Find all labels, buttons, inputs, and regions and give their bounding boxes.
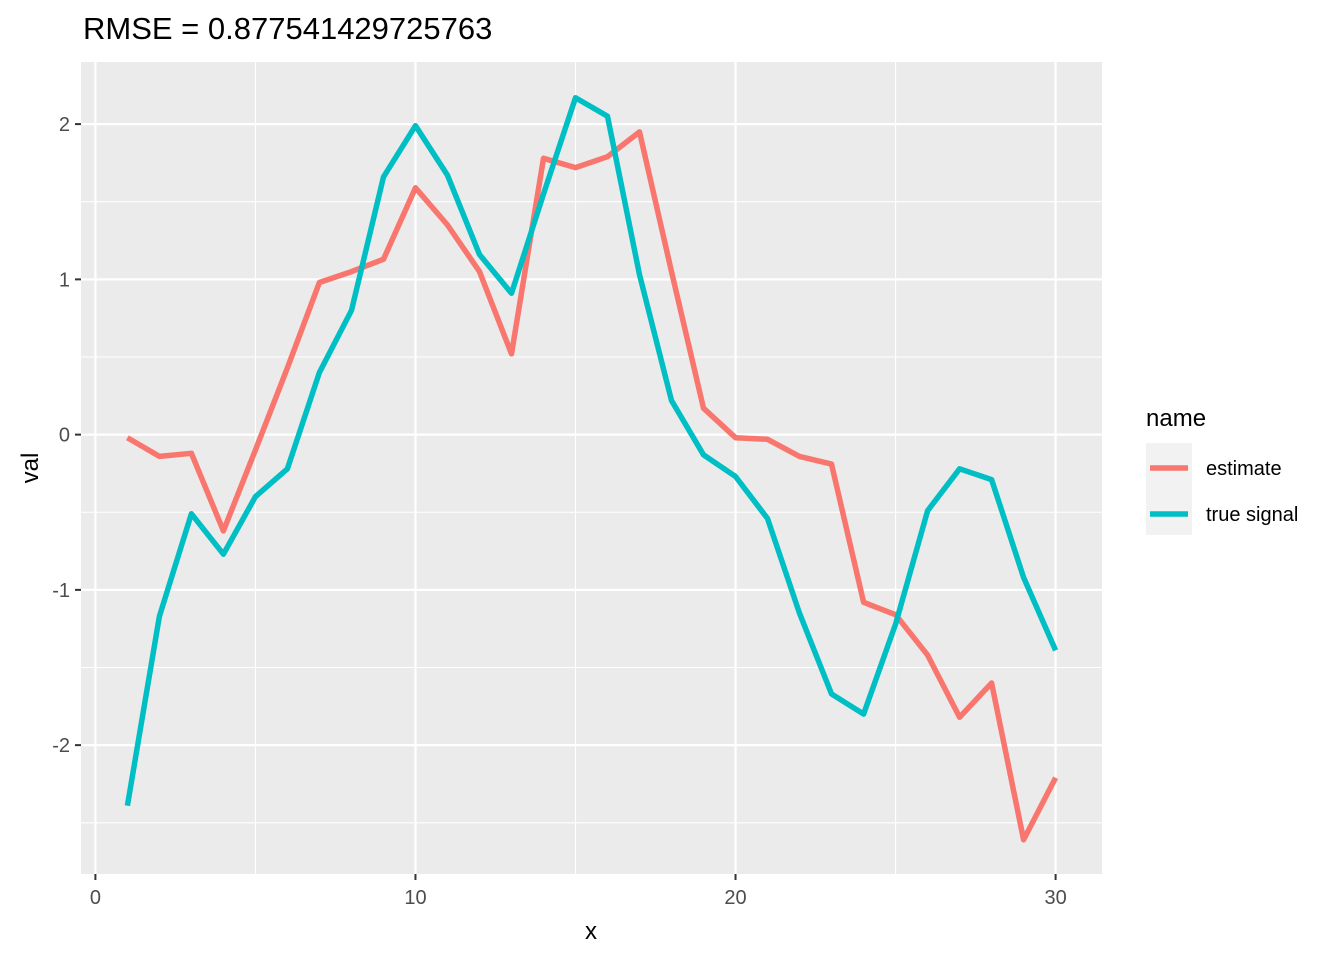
y-tick-label: 2 bbox=[59, 114, 70, 136]
major-gridlines bbox=[81, 62, 1102, 874]
series-lines bbox=[124, 94, 1059, 843]
x-tick-label: 30 bbox=[1044, 887, 1066, 909]
y-tick-label: -2 bbox=[52, 735, 70, 757]
y-tick-label: 1 bbox=[59, 269, 70, 291]
legend-items: estimate true signal bbox=[1150, 458, 1298, 526]
chart-title: RMSE = 0.877541429725763 bbox=[83, 11, 492, 46]
legend-title: name bbox=[1146, 405, 1206, 432]
minor-gridlines bbox=[81, 62, 1102, 874]
y-tick-label: 0 bbox=[59, 425, 70, 447]
plot-panel bbox=[81, 62, 1102, 874]
legend-label-estimate: estimate bbox=[1206, 458, 1282, 480]
x-tick-label: 10 bbox=[404, 887, 426, 909]
y-axis-title: val bbox=[17, 453, 44, 484]
x-axis-title: x bbox=[585, 918, 597, 945]
x-tick-label: 20 bbox=[724, 887, 746, 909]
series-line-estimate bbox=[126, 129, 1059, 843]
y-tick-label: -1 bbox=[52, 580, 70, 602]
axis-ticks bbox=[75, 123, 1057, 880]
tick-labels: 0 10 20 30 -2 -1 0 1 2 bbox=[52, 114, 1067, 909]
legend-label-true-signal: true signal bbox=[1206, 504, 1298, 526]
series-line-true-signal bbox=[124, 94, 1059, 807]
legend: name estimate true signal bbox=[1146, 405, 1298, 535]
x-tick-label: 0 bbox=[90, 887, 101, 909]
legend-key-background bbox=[1146, 443, 1192, 535]
